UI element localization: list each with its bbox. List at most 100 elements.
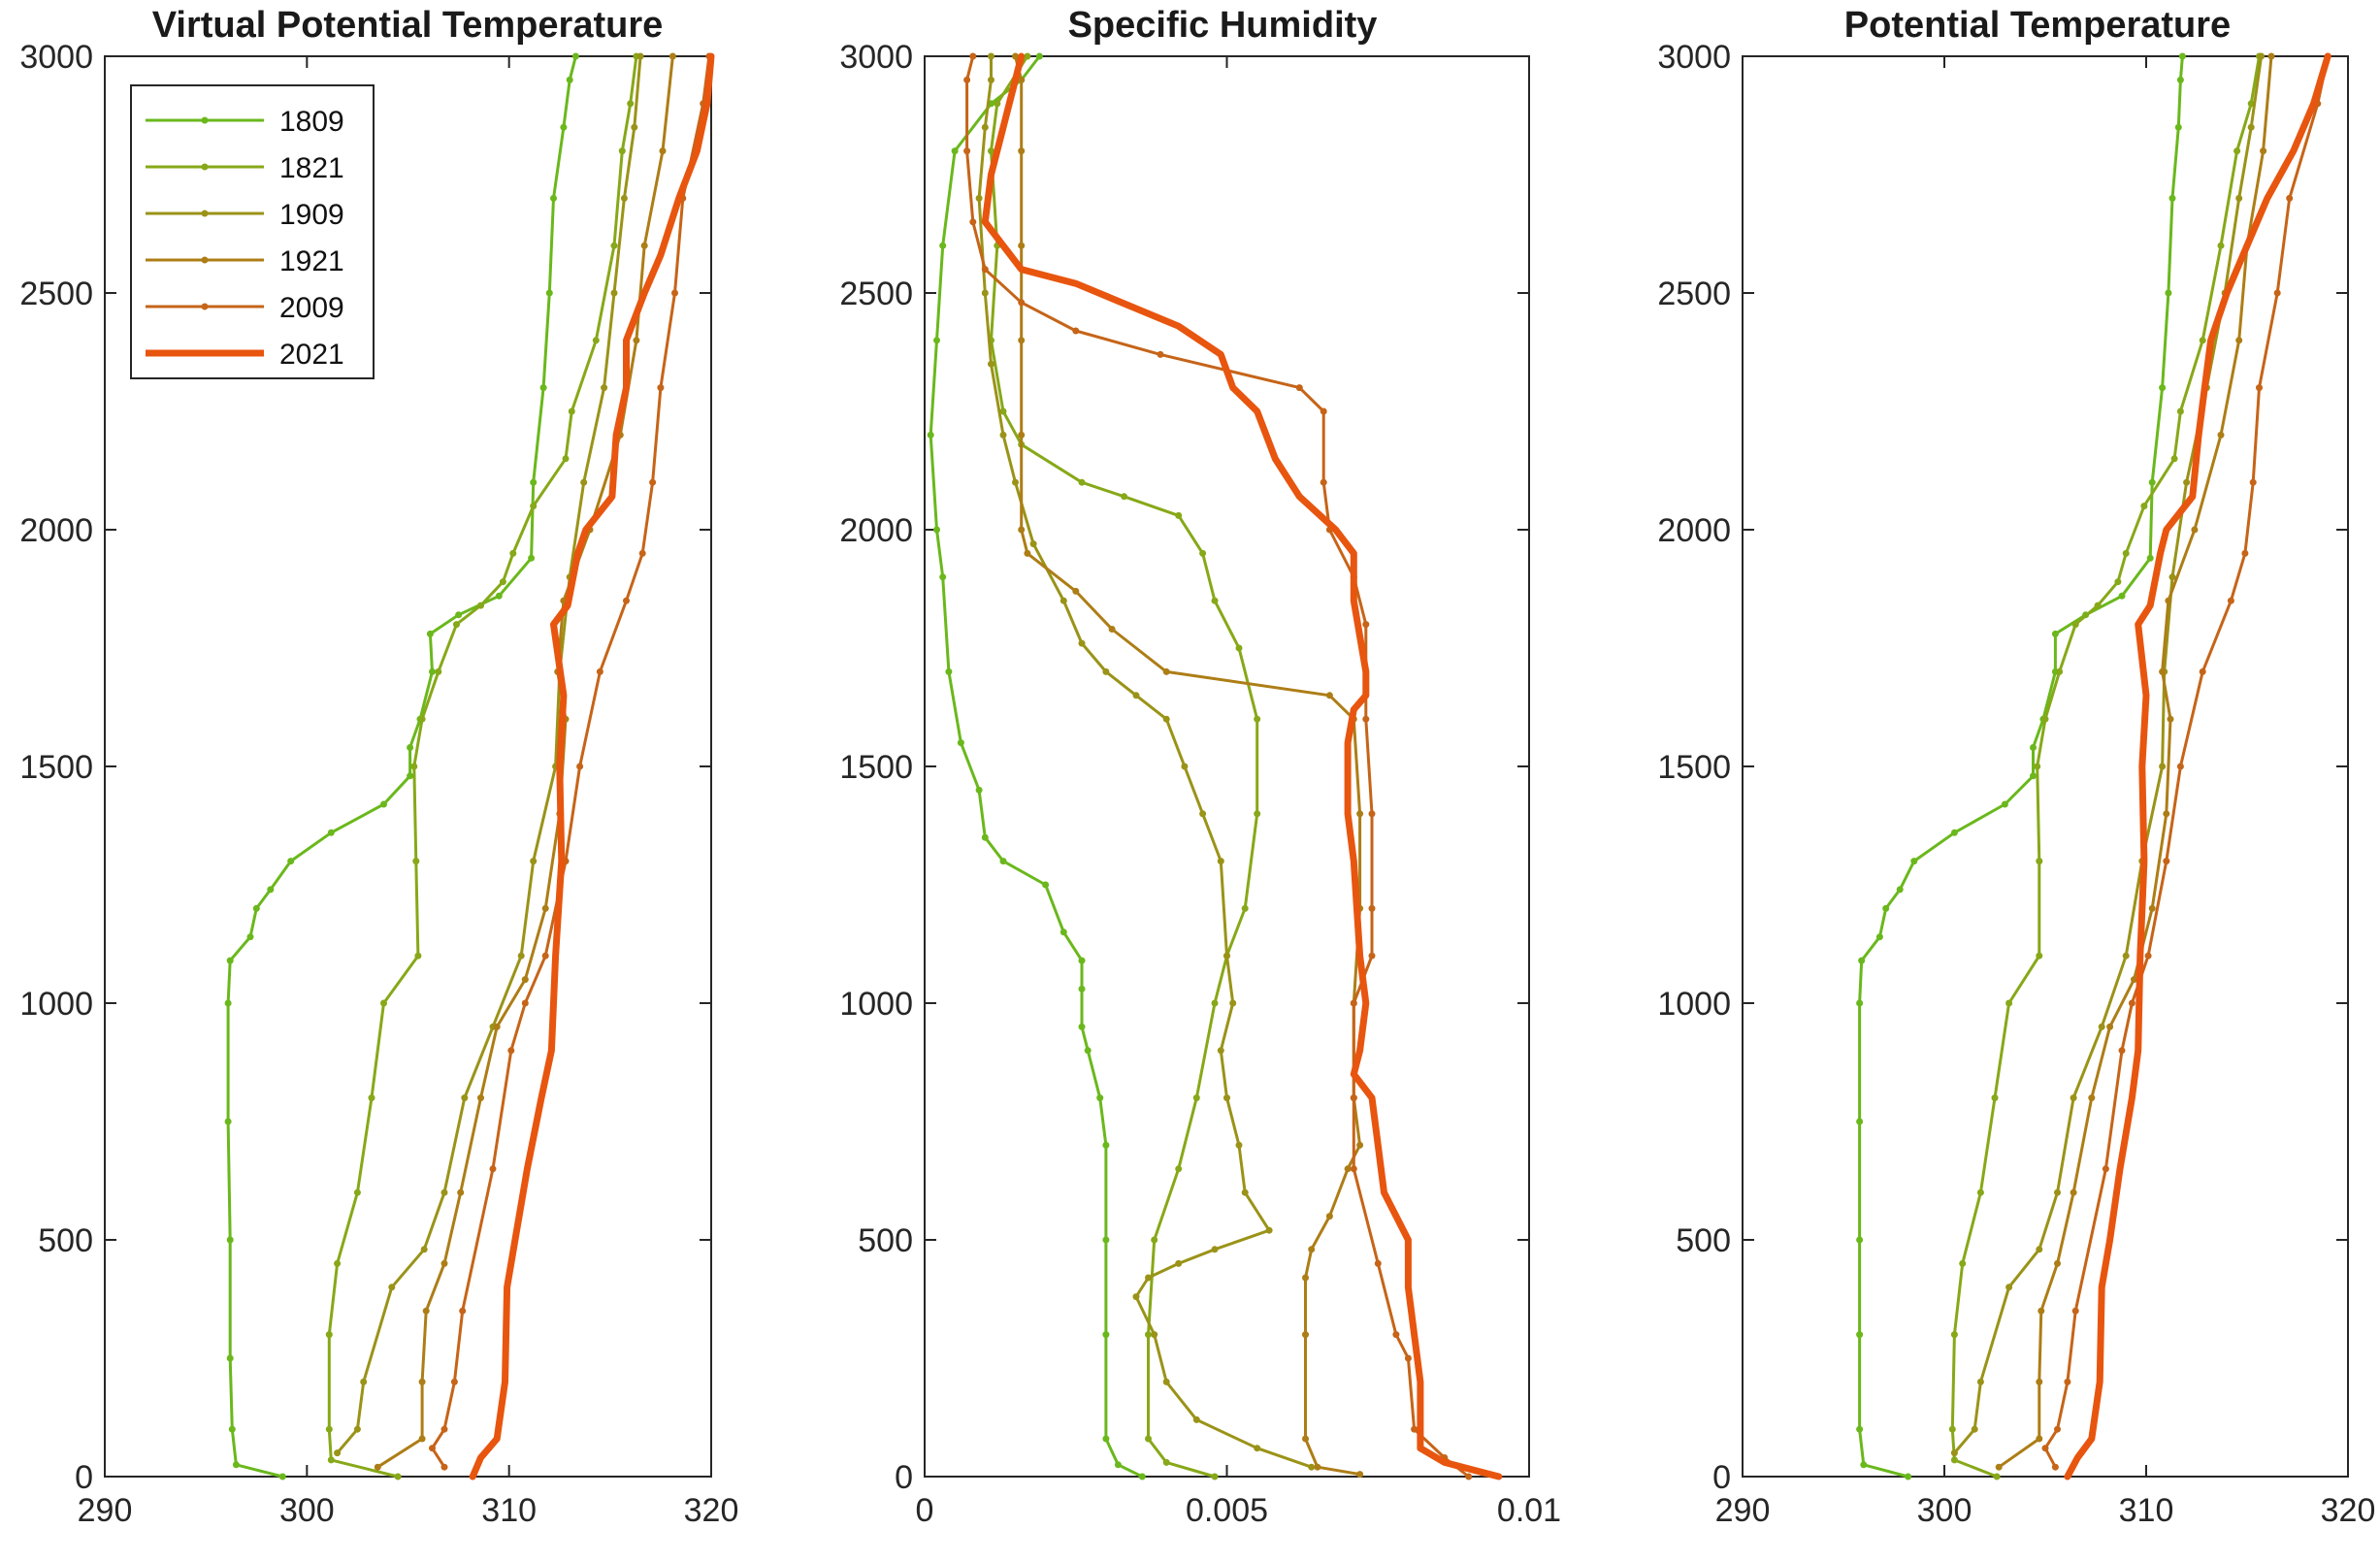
data-point-1821 [394, 1473, 402, 1480]
y-tick-label: 500 [38, 1222, 93, 1259]
data-point-1921 [2036, 1435, 2043, 1443]
data-point-1809 [2146, 554, 2154, 562]
data-point-1821 [1145, 1435, 1152, 1443]
data-point-1821 [1199, 549, 1207, 557]
series-line-1809 [1858, 54, 2184, 1479]
chart-title: Virtual Potential Temperature [152, 5, 664, 46]
data-point-2009 [507, 1047, 515, 1055]
data-point-1821 [2005, 999, 2013, 1007]
data-point-1821 [2140, 503, 2148, 510]
data-point-1909 [2005, 1284, 2013, 1291]
panel-virtual-potential-temperature: Virtual Potential Temperature 0 500 1000 15… [19, 5, 738, 1529]
data-point-1821 [592, 337, 600, 344]
y-tick-label: 3000 [839, 39, 913, 76]
data-point-1821 [380, 999, 387, 1007]
data-point-2009 [596, 667, 603, 675]
data-point-1921 [418, 1435, 426, 1443]
data-point-2009 [1362, 621, 1370, 629]
data-point-1921 [1344, 1165, 1352, 1173]
data-point-2009 [489, 1165, 497, 1173]
data-point-1909 [999, 431, 1007, 439]
data-point-1809 [1102, 1331, 1110, 1339]
y-tick-label: 1000 [839, 986, 913, 1023]
x-tick-label: 310 [2119, 1492, 2174, 1529]
data-point-2009 [2118, 1047, 2126, 1055]
data-point-1909 [1217, 858, 1224, 865]
y-tick-label: 2500 [1657, 276, 1731, 312]
data-point-2009 [1368, 952, 1376, 959]
data-point-1809 [1910, 858, 1918, 865]
data-point-2009 [1411, 1425, 1418, 1433]
data-point-2009 [1157, 350, 1164, 358]
data-point-2009 [2128, 999, 2135, 1007]
data-point-1809 [1875, 933, 1883, 941]
x-tick-label: 320 [684, 1492, 739, 1529]
data-point-1909 [981, 289, 989, 297]
data-point-1921 [493, 1023, 501, 1030]
data-point-1921 [1314, 1463, 1321, 1471]
data-point-1921 [1018, 147, 1026, 155]
chart-title: Specific Humidity [1068, 5, 1378, 46]
data-point-1821 [1078, 478, 1086, 486]
series-line-1909 [336, 54, 642, 1455]
legend-label: 2021 [279, 339, 344, 371]
axes-frame [1742, 55, 2349, 1478]
data-point-1909 [360, 1378, 368, 1385]
data-point-1909 [1162, 715, 1170, 723]
data-point-1909 [1102, 667, 1110, 675]
data-point-1809 [1102, 1236, 1110, 1244]
data-point-1909 [530, 858, 538, 865]
data-point-1921 [1325, 1213, 1333, 1220]
data-point-1921 [1302, 1331, 1309, 1339]
chart-title: Potential Temperature [1844, 5, 2231, 46]
data-point-1909 [334, 1449, 342, 1457]
data-point-1921 [640, 242, 648, 249]
x-tick-label: 290 [1715, 1492, 1771, 1529]
y-tick-label: 1500 [839, 749, 913, 786]
data-point-1809 [1858, 957, 1866, 964]
data-point-1809 [2051, 630, 2059, 637]
x-tick-label: 310 [481, 1492, 537, 1529]
data-point-1809 [426, 630, 434, 637]
data-point-1909 [517, 952, 525, 959]
data-point-1921 [1024, 549, 1031, 557]
data-point-1821 [477, 602, 484, 609]
data-point-1809 [2174, 123, 2182, 131]
data-point-1809 [1138, 1473, 1146, 1480]
data-point-1809 [380, 800, 387, 808]
data-point-1821 [2041, 715, 2049, 723]
data-point-2009 [2041, 1445, 2049, 1452]
data-point-1809 [224, 1118, 232, 1125]
data-point-1909 [1229, 999, 1237, 1007]
data-point-2009 [1392, 1331, 1400, 1339]
data-point-2009 [969, 52, 977, 60]
data-point-1909 [440, 1188, 448, 1196]
data-point-2009 [1350, 1094, 1357, 1102]
data-point-2009 [2102, 1165, 2109, 1173]
data-point-1809 [933, 337, 940, 344]
data-point-1909 [461, 1094, 469, 1102]
data-point-1909 [1175, 1259, 1183, 1267]
data-point-1909 [981, 123, 989, 131]
data-point-1809 [429, 667, 436, 675]
series-line-2009 [431, 54, 711, 1469]
data-point-1821 [994, 100, 1001, 108]
data-point-1809 [1950, 829, 1958, 836]
y-tick-label: 2000 [19, 512, 93, 549]
data-point-2009 [450, 1378, 458, 1385]
data-point-1921 [1325, 692, 1333, 699]
data-point-1821 [1145, 1331, 1152, 1339]
data-point-2009 [2144, 952, 2152, 959]
data-point-1821 [1241, 904, 1249, 912]
series-line-2021 [981, 52, 1503, 1480]
data-point-1909 [1223, 1094, 1230, 1102]
data-point-1921 [440, 1259, 448, 1267]
legend-label: 1909 [279, 199, 344, 231]
x-tick-label: 300 [1917, 1492, 1972, 1529]
data-point-1809 [1078, 985, 1086, 992]
data-point-1921 [374, 1463, 381, 1471]
data-point-1821 [1024, 52, 1031, 60]
data-point-1809 [1084, 1047, 1092, 1055]
legend-marker [201, 163, 209, 171]
data-point-1921 [1308, 1246, 1316, 1253]
